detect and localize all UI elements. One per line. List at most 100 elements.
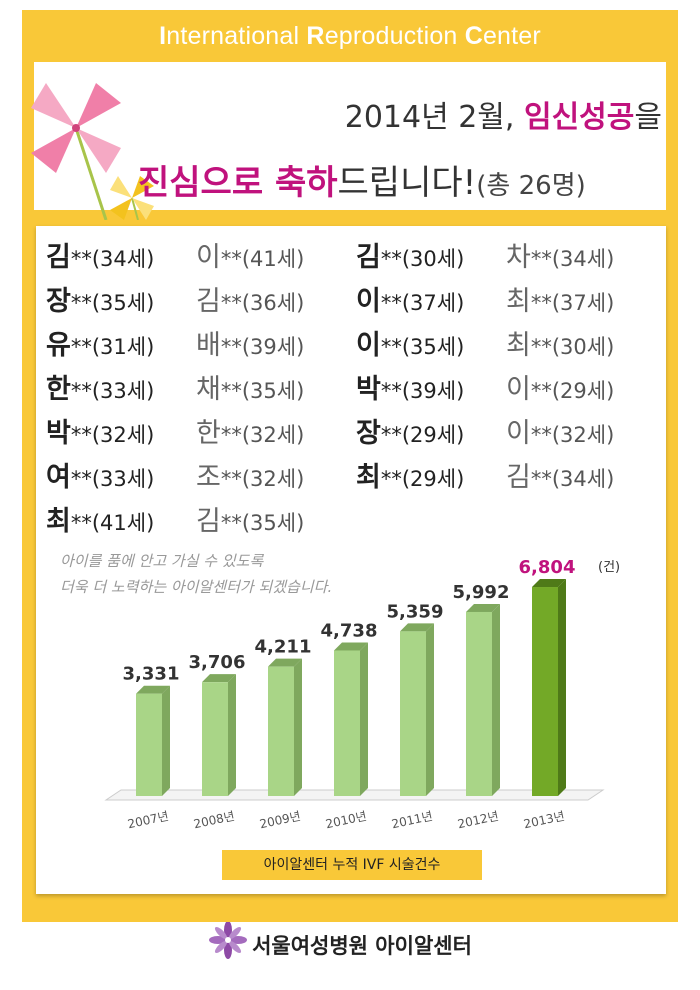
surname: 장 xyxy=(356,418,381,449)
age: **(32세) xyxy=(220,467,305,491)
bar-top xyxy=(202,674,236,683)
surname: 최 xyxy=(506,286,531,317)
patient-name: 최**(37세) xyxy=(506,279,614,318)
surname: 최 xyxy=(356,462,381,493)
bar-top xyxy=(136,685,170,694)
x-tick-label: 2010년 xyxy=(324,809,368,831)
bar-side xyxy=(558,579,566,796)
bar-top xyxy=(466,603,500,612)
bar-value-label: 5,992 xyxy=(453,582,510,603)
patient-name: 이**(35세) xyxy=(356,323,464,362)
bar-value-label: 4,738 xyxy=(321,620,378,641)
bar-side xyxy=(426,623,434,796)
surname: 장 xyxy=(46,286,71,317)
bar-value-label: 4,211 xyxy=(255,637,312,658)
age: **(35세) xyxy=(220,511,305,535)
patient-name: 장**(35세) xyxy=(46,279,154,318)
patient-name: 김**(34세) xyxy=(46,235,154,274)
patient-name: 김**(35세) xyxy=(196,499,304,538)
bar-top xyxy=(400,623,434,632)
surname: 이 xyxy=(356,286,381,317)
age: **(37세) xyxy=(380,291,465,315)
patient-name: 최**(41세) xyxy=(46,499,154,538)
age: **(32세) xyxy=(70,423,155,447)
x-tick-label: 2008년 xyxy=(192,809,236,831)
surname: 여 xyxy=(46,462,71,493)
patient-name: 이**(32세) xyxy=(506,411,614,450)
bar xyxy=(136,693,162,796)
patient-name: 채**(35세) xyxy=(196,367,304,406)
surname: 채 xyxy=(196,374,221,405)
pinwheel-decoration xyxy=(31,83,154,220)
patient-name: 조**(32세) xyxy=(196,455,304,494)
age: **(37세) xyxy=(530,291,615,315)
surname: 차 xyxy=(506,242,531,273)
age: **(32세) xyxy=(530,423,615,447)
surname: 한 xyxy=(46,374,71,405)
surname: 김 xyxy=(356,242,381,273)
patient-name: 이**(37세) xyxy=(356,279,464,318)
age: **(34세) xyxy=(70,247,155,271)
age: **(33세) xyxy=(70,467,155,491)
surname: 유 xyxy=(46,330,71,361)
patient-name: 최**(29세) xyxy=(356,455,464,494)
age: **(39세) xyxy=(220,335,305,359)
surname: 이 xyxy=(356,330,381,361)
patient-name: 장**(29세) xyxy=(356,411,464,450)
unit-label: (건) xyxy=(598,560,620,575)
age: **(36세) xyxy=(220,291,305,315)
x-tick-label: 2007년 xyxy=(126,809,170,831)
ivf-count-chart: 3,331 2007년 3,706 2008년 4,211 2009년 4,738 2010년… xyxy=(104,557,620,831)
patient-name: 최**(30세) xyxy=(506,323,614,362)
age: **(32세) xyxy=(220,423,305,447)
center-title: International Reproduction Center xyxy=(159,22,541,50)
patient-name: 박**(39세) xyxy=(356,367,464,406)
bar xyxy=(202,682,228,796)
hospital-name: 서울여성병원 아이알센터 xyxy=(252,934,472,958)
bar xyxy=(268,666,294,796)
x-tick-label: 2011년 xyxy=(390,809,434,831)
patient-name: 김**(30세) xyxy=(356,235,464,274)
patient-name: 한**(33세) xyxy=(46,367,154,406)
age: **(29세) xyxy=(380,423,465,447)
bar-side xyxy=(162,685,170,796)
surname: 이 xyxy=(506,374,531,405)
age: **(30세) xyxy=(530,335,615,359)
surname: 조 xyxy=(196,462,221,493)
patient-name: 유**(31세) xyxy=(46,323,154,362)
age: **(30세) xyxy=(380,247,465,271)
center-message: 아이를 품에 안고 가실 수 있도록 더욱 더 노력하는 아이알센터가 되겠습니… xyxy=(60,552,333,596)
patient-name: 차**(34세) xyxy=(506,235,614,274)
age: **(34세) xyxy=(530,467,615,491)
patient-name: 배**(39세) xyxy=(196,323,304,362)
bar-side xyxy=(294,658,302,796)
patient-name: 이**(41세) xyxy=(196,235,304,274)
bar xyxy=(334,650,360,796)
bar-side xyxy=(228,674,236,796)
headline-line-2: 진심으로 축하드립니다!(총 26명) xyxy=(138,163,586,203)
chart-title: 아이알센터 누적 IVF 시술건수 xyxy=(222,850,482,880)
bar-value-label: 3,706 xyxy=(189,652,246,673)
patient-name: 여**(33세) xyxy=(46,455,154,494)
surname: 김 xyxy=(196,506,221,537)
age: **(39세) xyxy=(380,379,465,403)
patient-name: 한**(32세) xyxy=(196,411,304,450)
surname: 박 xyxy=(46,418,71,449)
surname: 최 xyxy=(46,506,71,537)
bar-side xyxy=(360,642,368,796)
bar-top xyxy=(334,642,368,651)
x-tick-label: 2013년 xyxy=(522,809,566,831)
age: **(41세) xyxy=(70,511,155,535)
age: **(35세) xyxy=(70,291,155,315)
bar-side xyxy=(492,603,500,796)
surname: 배 xyxy=(196,330,221,361)
age: **(33세) xyxy=(70,379,155,403)
age: **(29세) xyxy=(530,379,615,403)
bar-value-label: 6,804 xyxy=(519,557,576,578)
bar-value-label: 5,359 xyxy=(387,601,444,622)
surname: 이 xyxy=(506,418,531,449)
patient-name: 이**(29세) xyxy=(506,367,614,406)
footer: 서울여성병원 아이알센터 xyxy=(0,922,700,960)
surname: 김 xyxy=(46,242,71,273)
bar-top xyxy=(532,579,566,588)
